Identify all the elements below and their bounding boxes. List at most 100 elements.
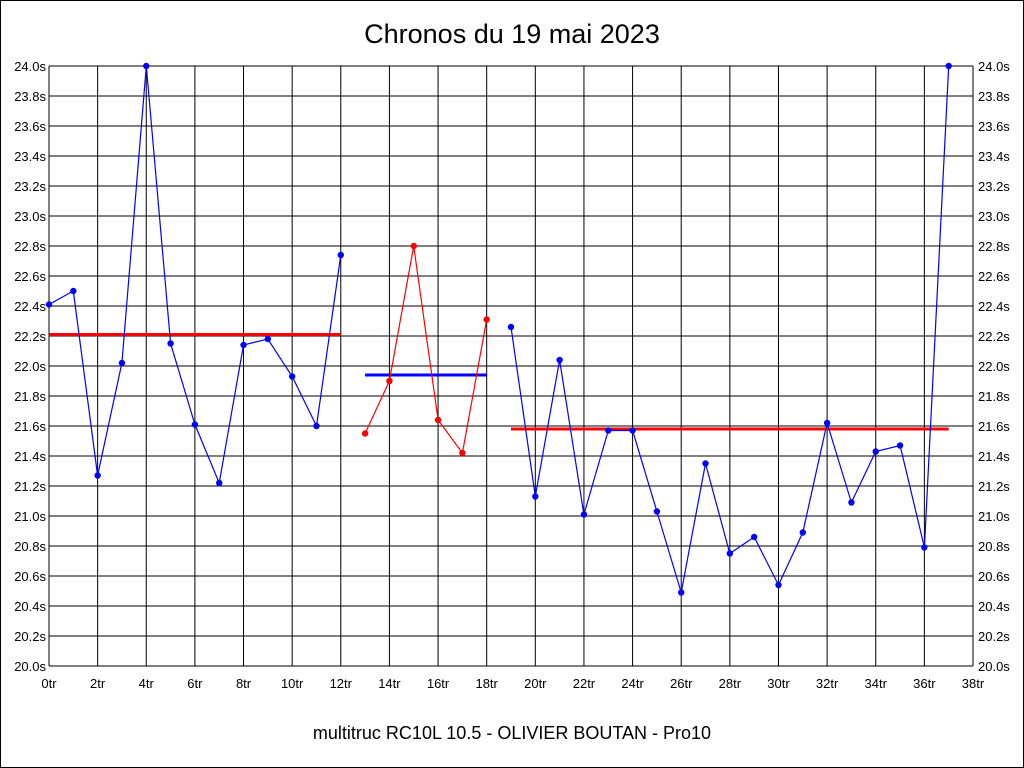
data-point [167, 340, 174, 347]
y-tick-label-left: 24.0s [14, 59, 46, 74]
x-tick-label: 4tr [139, 676, 155, 691]
y-tick-label-right: 21.0s [978, 509, 1010, 524]
y-tick-label-left: 20.2s [14, 629, 46, 644]
average-lines [49, 333, 949, 431]
lap-series [45, 62, 952, 596]
data-point [410, 242, 417, 250]
chart-grid [48, 65, 974, 667]
y-tick-label-left: 20.8s [14, 539, 46, 554]
y-tick-label-left: 23.8s [14, 89, 46, 104]
y-tick-label-right: 22.2s [978, 329, 1010, 344]
data-point [896, 442, 904, 449]
data-point [191, 421, 199, 428]
y-tick-label-right: 20.2s [978, 629, 1010, 644]
y-tick-label-left: 21.6s [14, 419, 46, 434]
y-tick-label-right: 22.6s [978, 269, 1010, 284]
x-tick-label: 16tr [427, 676, 450, 691]
data-point [848, 499, 855, 506]
y-tick-label-right: 22.8s [978, 239, 1010, 254]
data-point [945, 62, 952, 70]
y-tick-label-left: 22.0s [14, 359, 46, 374]
data-point [459, 449, 466, 457]
y-tick-label-right: 23.8s [978, 89, 1010, 104]
y-tick-label-left: 23.6s [14, 119, 46, 134]
data-point [313, 422, 320, 430]
y-axis-right: 20.0s 20.2s 20.4s 20.6s 20.8s 21.0s 21.2s 21.4s… [978, 59, 1010, 674]
data-point [775, 581, 782, 589]
y-tick-label-right: 21.2s [978, 479, 1010, 494]
data-point [799, 529, 806, 536]
data-point [386, 377, 393, 385]
y-tick-label-right: 24.0s [978, 59, 1010, 74]
x-tick-label: 34tr [865, 676, 888, 691]
data-point [361, 430, 369, 437]
data-point [702, 460, 709, 467]
data-point [678, 589, 685, 596]
x-tick-label: 0tr [41, 676, 57, 691]
data-point [823, 419, 831, 427]
x-tick-label: 38tr [962, 676, 985, 691]
x-tick-label: 14tr [378, 676, 401, 691]
y-axis-left: 20.0s 20.2s 20.4s 20.6s 20.8s 21.0s 21.2s 21.4s… [14, 59, 46, 674]
x-tick-label: 32tr [816, 676, 839, 691]
x-tick-label: 36tr [913, 676, 936, 691]
x-tick-label: 20tr [524, 676, 547, 691]
y-tick-label-left: 21.8s [14, 389, 46, 404]
y-tick-label-left: 21.0s [14, 509, 46, 524]
y-tick-label-left: 22.4s [14, 299, 46, 314]
y-tick-label-left: 21.2s [14, 479, 46, 494]
data-point [216, 479, 223, 487]
data-point [872, 448, 879, 455]
data-point [264, 335, 272, 343]
x-tick-label: 8tr [236, 676, 252, 691]
y-tick-label-left: 23.4s [14, 149, 46, 164]
x-tick-label: 2tr [90, 676, 106, 691]
data-point [45, 301, 53, 308]
data-point [629, 427, 636, 434]
y-tick-label-right: 20.0s [978, 659, 1010, 674]
data-point [70, 287, 77, 295]
data-point [143, 62, 150, 70]
data-point [653, 508, 661, 515]
chart-footer: multitruc RC10L 10.5 - OLIVIER BOUTAN - … [313, 723, 711, 743]
y-tick-label-right: 23.2s [978, 179, 1010, 194]
data-point [434, 416, 442, 424]
x-tick-label: 28tr [719, 676, 742, 691]
y-tick-label-right: 23.4s [978, 149, 1010, 164]
x-tick-label: 26tr [670, 676, 693, 691]
y-tick-label-left: 22.8s [14, 239, 46, 254]
x-tick-label: 10tr [281, 676, 304, 691]
y-tick-label-left: 21.4s [14, 449, 46, 464]
x-tick-label: 12tr [330, 676, 353, 691]
y-tick-label-right: 21.4s [978, 449, 1010, 464]
y-tick-label-left: 23.2s [14, 179, 46, 194]
data-point [240, 341, 247, 349]
y-tick-label-left: 20.0s [14, 659, 46, 674]
y-tick-label-left: 22.6s [14, 269, 46, 284]
data-point [288, 373, 296, 380]
x-tick-label: 24tr [621, 676, 644, 691]
y-tick-label-right: 22.4s [978, 299, 1010, 314]
chart-title: Chronos du 19 mai 2023 [364, 19, 660, 49]
data-point [921, 544, 928, 551]
x-tick-label: 18tr [475, 676, 498, 691]
y-tick-label-left: 20.4s [14, 599, 46, 614]
y-tick-label-right: 21.8s [978, 389, 1010, 404]
y-tick-label-right: 23.0s [978, 209, 1010, 224]
data-point [726, 550, 734, 557]
y-tick-label-right: 20.4s [978, 599, 1010, 614]
data-point [118, 359, 126, 367]
data-point [483, 316, 490, 323]
data-point [605, 427, 612, 434]
y-tick-label-right: 20.6s [978, 569, 1010, 584]
y-tick-label-left: 23.0s [14, 209, 46, 224]
y-tick-label-right: 22.0s [978, 359, 1010, 374]
y-tick-label-left: 20.6s [14, 569, 46, 584]
data-point [507, 323, 515, 331]
x-tick-label: 6tr [187, 676, 203, 691]
x-axis: 0tr 2tr 4tr 6tr 8tr 10tr 12tr 14tr 16tr 18tr 20tr 2… [41, 676, 984, 691]
x-tick-label: 30tr [767, 676, 790, 691]
data-point [580, 511, 588, 518]
x-tick-label: 22tr [573, 676, 596, 691]
